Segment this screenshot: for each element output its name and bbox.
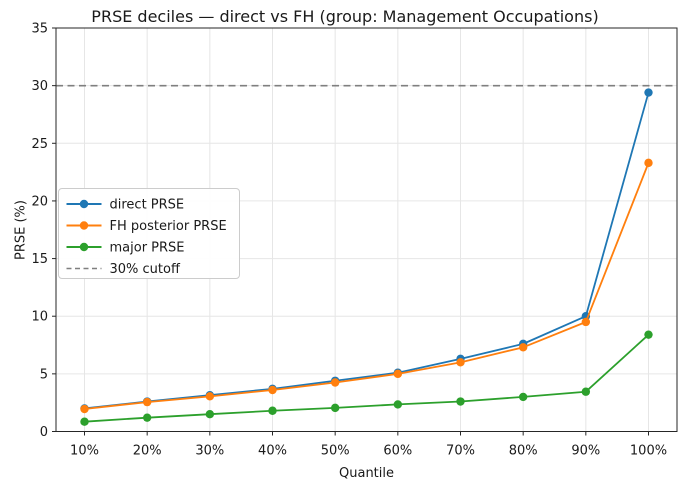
legend-label: direct PRSE (110, 198, 185, 213)
legend-label: 30% cutoff (110, 262, 181, 277)
x-tick-label: 90% (571, 444, 600, 459)
y-tick-label: 10 (31, 310, 48, 325)
legend-sample-marker (79, 242, 89, 252)
data-point-major-prse (80, 417, 89, 426)
chart-title: PRSE deciles — direct vs FH (group: Mana… (91, 7, 599, 26)
data-point-major-prse (330, 403, 340, 413)
x-tick-label: 70% (446, 444, 475, 459)
legend-sample-marker (79, 199, 89, 209)
data-point-fh-posterior-prse (518, 343, 528, 352)
y-tick-label: 0 (40, 425, 48, 440)
data-point-fh-posterior-prse (581, 317, 591, 327)
data-point-fh-posterior-prse (393, 369, 403, 379)
x-tick-label: 40% (258, 444, 287, 459)
data-point-major-prse (644, 330, 653, 339)
legend-label: major PRSE (110, 241, 185, 256)
y-tick-label: 5 (40, 367, 48, 382)
data-point-fh-posterior-prse (80, 404, 89, 414)
data-point-fh-posterior-prse (330, 378, 340, 387)
data-point-fh-posterior-prse (205, 392, 215, 401)
x-tick-label: 60% (383, 444, 412, 459)
data-point-major-prse (268, 406, 277, 415)
y-tick-label: 25 (31, 137, 48, 152)
plot-border (55, 27, 678, 432)
data-point-direct-prse (644, 88, 653, 97)
x-tick-label: 30% (195, 444, 224, 459)
data-point-fh-posterior-prse (268, 385, 277, 395)
x-axis-label: Quantile (339, 466, 394, 481)
x-tick-label: 80% (509, 444, 538, 459)
data-point-major-prse (393, 400, 403, 409)
data-point-fh-posterior-prse (142, 397, 152, 407)
x-tick-label: 50% (321, 444, 350, 459)
y-tick-label: 20 (31, 194, 48, 209)
x-tick-label: 10% (70, 444, 99, 459)
y-tick-label: 30 (31, 79, 48, 94)
x-tick-label: 20% (133, 444, 162, 459)
data-point-major-prse (518, 392, 528, 402)
data-point-fh-posterior-prse (456, 358, 465, 367)
data-point-major-prse (142, 413, 152, 422)
data-point-major-prse (581, 387, 591, 396)
data-point-fh-posterior-prse (644, 158, 653, 168)
x-tick-label: 100% (630, 444, 667, 459)
legend-box (58, 188, 240, 279)
series-line-fh-posterior-prse (83, 161, 650, 410)
legend-sample-marker (79, 221, 89, 230)
data-point-major-prse (456, 397, 465, 406)
series-line-major-prse (83, 333, 650, 423)
y-tick-label: 35 (31, 22, 48, 37)
y-tick-label: 15 (31, 252, 48, 267)
legend-label: FH posterior PRSE (110, 219, 227, 234)
data-point-major-prse (205, 410, 215, 419)
